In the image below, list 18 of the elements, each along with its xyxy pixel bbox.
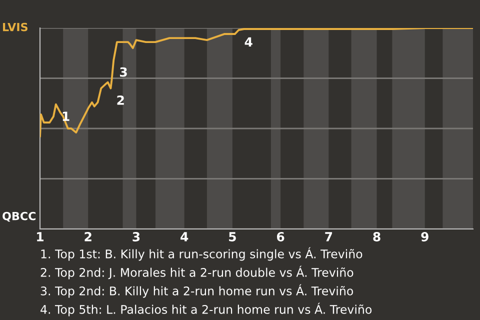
x-tick-label: 6 bbox=[276, 232, 284, 242]
x-tick-label: 2 bbox=[84, 232, 92, 242]
annotation: 4 bbox=[244, 37, 252, 46]
text: 4. Top 5th: L. Palacios hit a 2-run home run vs Á. Treviño bbox=[40, 302, 372, 316]
x-tick-label: 7 bbox=[325, 232, 332, 242]
x-tick-label: 1 bbox=[37, 232, 44, 242]
text: 2. Top 2nd: J. Morales hit a 2-run double vs Á. Treviño bbox=[40, 266, 354, 280]
text: QBCC bbox=[2, 212, 36, 222]
text: 1. Top 1st: B. Killy hit a run-scoring single vs Á. Treviño bbox=[41, 247, 362, 261]
x-tick-label: 3 bbox=[132, 232, 140, 242]
x-tick-label: 4 bbox=[180, 232, 188, 242]
x-tick-label: 5 bbox=[229, 232, 236, 242]
text: 3. Top 2nd: B. Killy hit a 2-run home run vs Á. Treviño bbox=[40, 284, 354, 298]
x-tick-label: 8 bbox=[373, 232, 380, 242]
annotation: 3 bbox=[120, 67, 127, 77]
text: LVIS bbox=[3, 22, 28, 32]
x-tick-label: 9 bbox=[421, 232, 428, 242]
annotation: 2 bbox=[117, 95, 124, 105]
